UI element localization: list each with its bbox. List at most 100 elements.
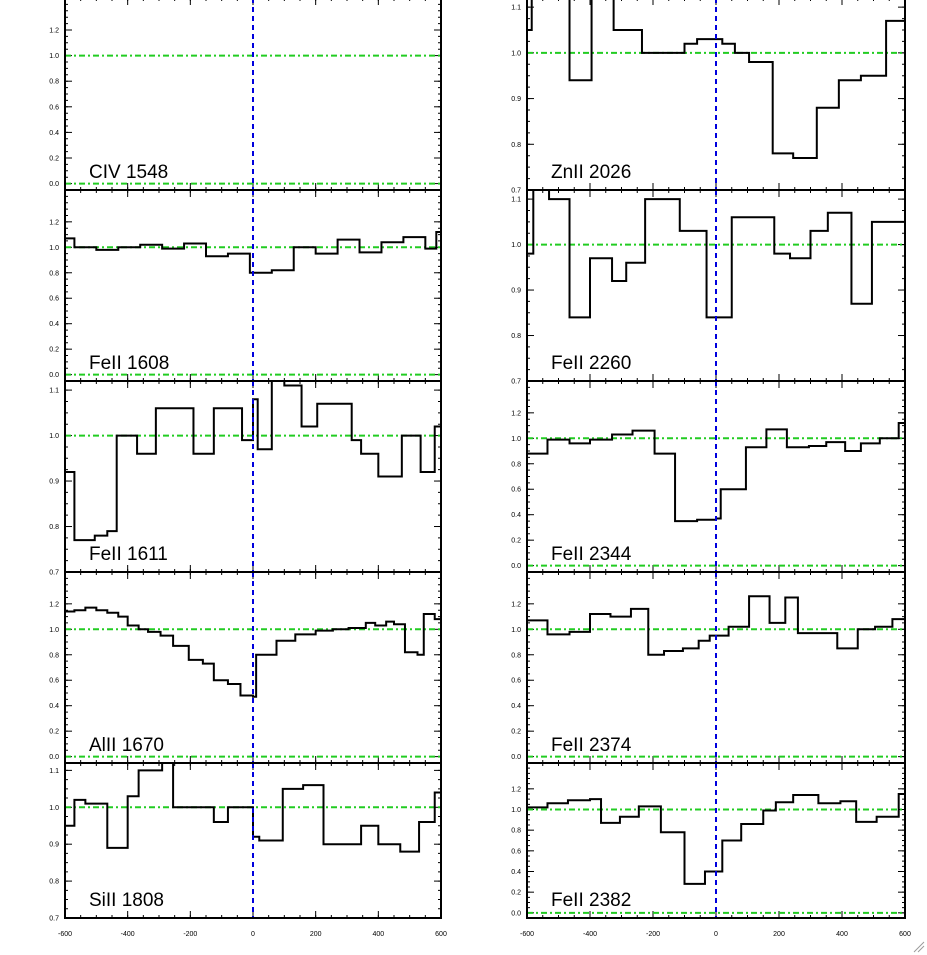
x-tick-label: 0	[251, 931, 255, 938]
y-tick-label: 1.0	[511, 50, 521, 57]
spectrum-feii-1608	[65, 231, 441, 274]
y-tick-label: 1.2	[511, 786, 521, 793]
spectrum-alii-1670	[65, 606, 441, 698]
transition-label: FeII 1611	[89, 544, 168, 565]
y-tick-label: 1.2	[49, 601, 59, 608]
x-tick-label: 600	[435, 931, 447, 938]
y-tick-label: 0.8	[49, 270, 59, 277]
y-tick-label: 1.2	[511, 601, 521, 608]
y-tick-label: 0.6	[511, 487, 521, 494]
y-tick-label: 0.0	[49, 181, 59, 188]
panel-feii-2260: 0.7 0.8 0.9 1.0 1.1 FeII 2260	[511, 189, 906, 386]
y-tick-label: 1.2	[49, 219, 59, 226]
panel-feii-2344: 0.0 0.2 0.4 0.6 0.8 1.0 1.2 FeII 2344	[511, 380, 906, 573]
resize-grip-icon[interactable]	[913, 941, 925, 953]
x-tick-label: -400	[583, 931, 597, 938]
y-tick-label: 1.1	[511, 5, 521, 12]
y-tick-label: 0.2	[49, 347, 59, 354]
y-tick-label: 0.2	[511, 890, 521, 897]
y-tick-label: 0.2	[511, 538, 521, 545]
x-tick-label: -600	[58, 931, 72, 938]
y-tick-label: 0.0	[49, 372, 59, 379]
x-tick-label: 200	[310, 931, 322, 938]
panel-civ-1548: 0.0 0.2 0.4 0.6 0.8 1.0 1.2 CIV 1548	[49, 0, 442, 191]
y-tick-label: 0.9	[511, 96, 521, 103]
y-tick-label: 0.0	[49, 754, 59, 761]
spectrum-feii-2374	[527, 595, 905, 656]
y-tick-label: 0.9	[511, 288, 521, 295]
y-tick-label: 0.8	[49, 879, 59, 886]
x-tick-label: 200	[773, 931, 785, 938]
spectrum-feii-2344	[527, 422, 905, 523]
y-tick-label: 1.0	[511, 807, 521, 814]
y-tick-label: 0.0	[511, 563, 521, 570]
spectrum-feii-2260	[527, 190, 905, 319]
x-tick-label: -200	[646, 931, 660, 938]
x-tick-label: 0	[714, 931, 718, 938]
y-tick-label: 0.2	[511, 729, 521, 736]
panel-feii-1611: 0.7 0.8 0.9 1.0 1.1 FeII 1611	[49, 380, 442, 577]
y-tick-label: 1.1	[49, 768, 59, 775]
y-tick-label: 0.8	[511, 333, 521, 340]
y-tick-label: 1.1	[511, 197, 521, 204]
y-tick-label: 0.0	[511, 754, 521, 761]
y-tick-label: 1.0	[511, 627, 521, 634]
y-tick-label: 1.0	[49, 53, 59, 60]
y-tick-label: 1.0	[511, 242, 521, 249]
transition-label: FeII 2344	[551, 544, 632, 565]
y-tick-label: 0.7	[49, 916, 59, 923]
y-tick-label: 0.6	[49, 296, 59, 303]
y-tick-label: 0.8	[49, 79, 59, 86]
transition-label: FeII 2260	[551, 353, 631, 374]
y-tick-label: 0.2	[49, 729, 59, 736]
y-tick-label: 0.4	[49, 130, 59, 137]
y-tick-label: 0.4	[511, 703, 521, 710]
y-tick-label: 0.7	[49, 570, 59, 577]
y-tick-label: 1.1	[49, 388, 59, 395]
panel-frame	[526, 762, 906, 919]
x-tick-label: 400	[836, 931, 848, 938]
spectrum-feii-2382	[527, 793, 905, 885]
y-tick-label: 1.0	[49, 245, 59, 252]
y-tick-label: 0.6	[511, 678, 521, 685]
y-tick-label: 0.4	[49, 321, 59, 328]
y-tick-label: 0.6	[511, 848, 521, 855]
transition-label: FeII 2382	[551, 890, 631, 911]
transition-label: SiII 1808	[89, 890, 164, 911]
y-tick-label: 0.6	[49, 104, 59, 111]
y-tick-label: 0.9	[49, 479, 59, 486]
y-tick-label: 1.0	[511, 436, 521, 443]
y-tick-label: 0.9	[49, 842, 59, 849]
y-tick-label: 1.0	[49, 433, 59, 440]
y-tick-label: 0.2	[49, 156, 59, 163]
x-tick-label: -600	[520, 931, 534, 938]
panel-feii-2382: 0.0 0.2 0.4 0.6 0.8 1.0 1.2 FeII 2382	[511, 762, 906, 919]
x-tick-label: -400	[121, 931, 135, 938]
spectrum-siii-1808	[65, 763, 441, 853]
y-tick-label: 0.4	[49, 703, 59, 710]
y-tick-label: 0.4	[511, 869, 521, 876]
panel-siii-1808: 0.7 0.8 0.9 1.0 1.1 SiII 1808	[49, 762, 442, 923]
y-tick-label: 1.2	[49, 28, 59, 35]
transition-label: AlII 1670	[89, 735, 164, 756]
x-tick-label: 600	[899, 931, 911, 938]
y-tick-label: 0.7	[511, 188, 521, 195]
panel-alii-1670: 0.0 0.2 0.4 0.6 0.8 1.0 1.2 AlII 1670	[49, 571, 442, 764]
panel-frame	[64, 762, 442, 919]
y-tick-label: 0.8	[511, 142, 521, 149]
y-tick-label: 0.8	[511, 652, 521, 659]
panel-feii-2374: 0.0 0.2 0.4 0.6 0.8 1.0 1.2 FeII 2374	[511, 571, 906, 764]
transition-label: FeII 2374	[551, 735, 632, 756]
transition-label: ZnII 2026	[551, 162, 631, 183]
y-tick-label: 0.4	[511, 512, 521, 519]
y-tick-label: 0.7	[511, 379, 521, 386]
y-tick-label: 1.0	[49, 627, 59, 634]
y-tick-label: 0.8	[49, 652, 59, 659]
y-tick-label: 0.8	[511, 461, 521, 468]
spectrum-znii-2026	[527, 0, 905, 159]
y-tick-label: 0.8	[49, 524, 59, 531]
y-tick-label: 1.0	[49, 805, 59, 812]
panel-znii-2026: 0.7 0.8 0.9 1.0 1.1 ZnII 2026	[511, 0, 906, 195]
y-tick-label: 1.2	[511, 410, 521, 417]
